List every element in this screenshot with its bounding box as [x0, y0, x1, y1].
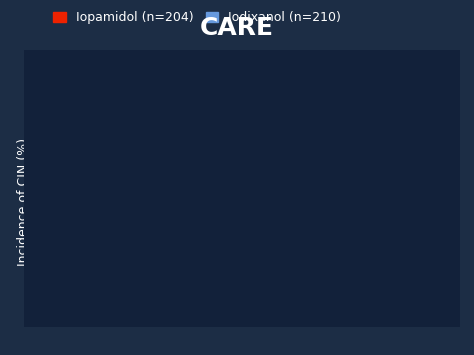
Text: 9.8: 9.8: [227, 235, 246, 246]
Text: 10.0: 10.0: [402, 234, 429, 244]
Bar: [123, 214, 166, 312]
Bar: [394, 166, 437, 312]
Bar: [350, 226, 394, 312]
Text: p = 0.15: p = 0.15: [347, 106, 413, 120]
Bar: [80, 248, 123, 312]
Y-axis label: Incidence of CIN (%): Incidence of CIN (%): [18, 138, 30, 266]
Text: p = 0.44: p = 0.44: [212, 106, 277, 120]
Text: p = 0.39: p = 0.39: [77, 106, 142, 120]
Text: 4.4: 4.4: [91, 275, 111, 285]
Text: 6.7: 6.7: [135, 258, 155, 268]
Text: 5.9: 5.9: [362, 264, 382, 274]
Legend: Iopamidol (n=204), Iodixanol (n=210): Iopamidol (n=204), Iodixanol (n=210): [48, 6, 346, 29]
FancyBboxPatch shape: [19, 47, 464, 329]
Bar: [215, 169, 258, 312]
Text: 12.4: 12.4: [266, 217, 294, 226]
Bar: [258, 130, 301, 312]
Text: CARE: CARE: [200, 16, 274, 40]
